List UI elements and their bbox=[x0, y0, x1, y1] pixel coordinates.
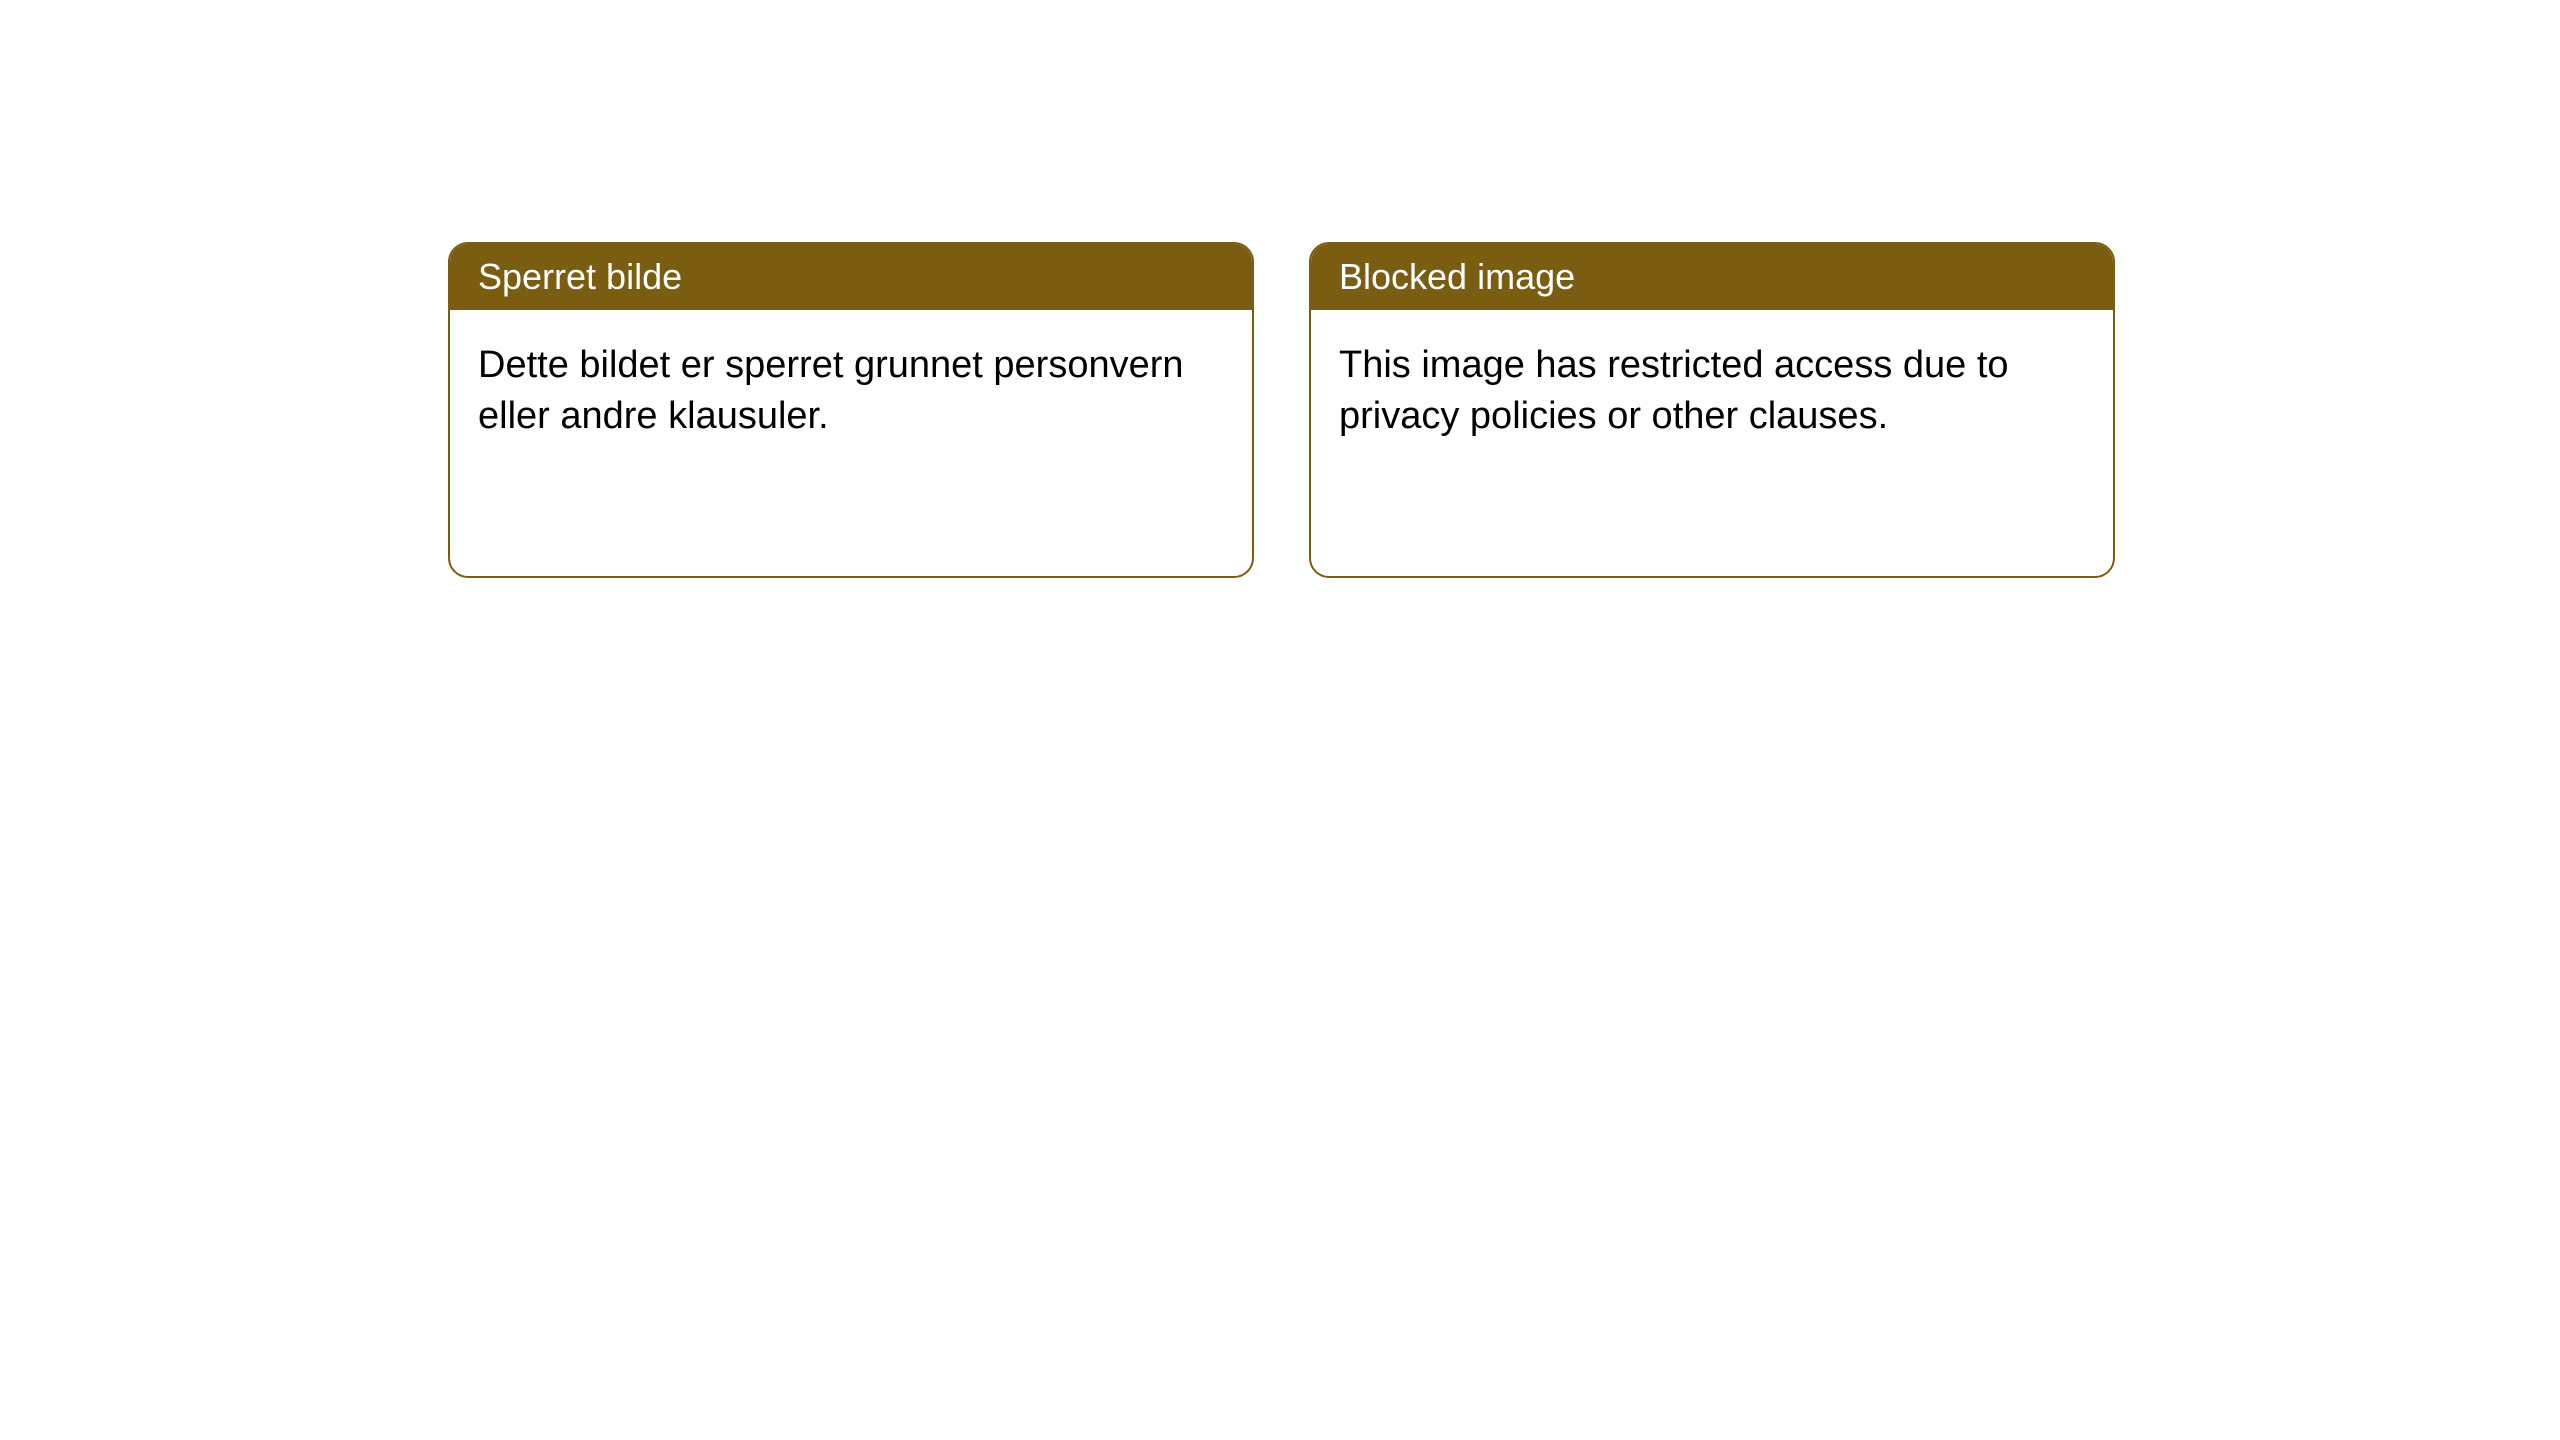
notice-title: Sperret bilde bbox=[450, 244, 1252, 310]
notice-card-english: Blocked image This image has restricted … bbox=[1309, 242, 2115, 578]
notice-title: Blocked image bbox=[1311, 244, 2113, 310]
notice-container: Sperret bilde Dette bildet er sperret gr… bbox=[0, 0, 2560, 578]
notice-body: Dette bildet er sperret grunnet personve… bbox=[450, 310, 1252, 473]
notice-card-norwegian: Sperret bilde Dette bildet er sperret gr… bbox=[448, 242, 1254, 578]
notice-body: This image has restricted access due to … bbox=[1311, 310, 2113, 473]
